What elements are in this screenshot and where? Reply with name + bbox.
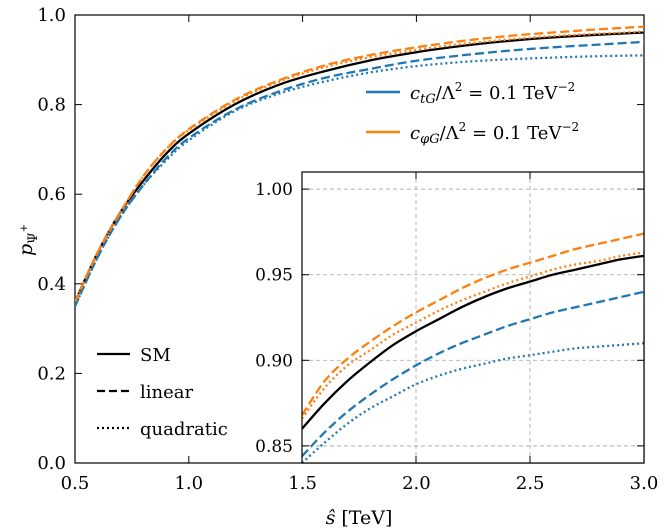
inset-series-cphig-linear [302, 232, 644, 416]
inset-background [302, 172, 644, 463]
inset-ytick-label: 0.85 [255, 437, 293, 457]
svg-text:quadratic: quadratic [140, 419, 228, 440]
main-series-sm [75, 31, 644, 303]
main-series-cphig-quadratic [75, 30, 644, 303]
inset-tick-labels: 0.85 0.90 0.95 1.00 [255, 180, 293, 457]
inset-ytick-label: 1.00 [255, 180, 293, 200]
inset-grid [301, 172, 645, 463]
legend-entry-ctg: ctG/Λ2 = 0.1 TeV−2 [366, 80, 575, 107]
main-xtick-label: 1.0 [174, 473, 203, 494]
inset-lines [302, 232, 644, 463]
svg-text:ctG/Λ2 = 0.1 TeV−2: ctG/Λ2 = 0.1 TeV−2 [410, 80, 575, 107]
svg-text:cφG/Λ2 = 0.1 TeV−2: cφG/Λ2 = 0.1 TeV−2 [410, 120, 579, 147]
inset-ytick-label: 0.95 [255, 266, 293, 286]
x-axis-label: ŝ [TeV] [326, 507, 393, 529]
main-tick-labels: 0.5 1.0 1.5 2.0 2.5 3.0 0.0 0.2 0.4 0.6 0.8 1.0 [37, 5, 658, 494]
legend-entry-quadratic: quadratic [97, 419, 228, 440]
main-lines [75, 25, 644, 307]
main-ticks [74, 14, 645, 464]
legend-entry-linear: linear [97, 382, 193, 403]
main-xtick-label: 2.0 [402, 473, 431, 494]
legend-entry-sm: SM [97, 345, 171, 366]
main-ytick-label: 0.2 [37, 363, 66, 384]
inset-series-ctg-linear [302, 290, 644, 457]
inset-ticks [301, 172, 645, 463]
svg-text:SM: SM [140, 345, 171, 366]
main-ytick-label: 0.8 [37, 95, 66, 116]
main-ytick-label: 0.6 [37, 184, 66, 205]
y-axis-label: pΨ+ [15, 224, 41, 256]
inset-ytick-label: 0.90 [255, 351, 293, 371]
inset-series-sm [302, 254, 644, 430]
legend-entry-cphig: cφG/Λ2 = 0.1 TeV−2 [366, 120, 579, 147]
main-xtick-label: 0.5 [61, 473, 90, 494]
main-series-cphig-linear [75, 25, 644, 303]
main-xtick-label: 2.5 [516, 473, 545, 494]
main-ytick-label: 1.0 [37, 5, 66, 26]
svg-text:linear: linear [140, 382, 193, 403]
main-series-ctg-quadratic [75, 54, 644, 307]
main-ytick-label: 0.0 [37, 453, 66, 474]
main-xtick-label: 3.0 [630, 473, 659, 494]
main-xtick-label: 1.5 [288, 473, 317, 494]
main-ytick-label: 0.4 [37, 274, 66, 295]
legend-coefficients: ctG/Λ2 = 0.1 TeV−2 cφG/Λ2 = 0.1 TeV−2 [366, 80, 579, 147]
svg-text:pΨ+: pΨ+ [15, 224, 41, 256]
inset-frame [301, 171, 645, 464]
legend-linestyles: SM linear quadratic [97, 345, 228, 440]
